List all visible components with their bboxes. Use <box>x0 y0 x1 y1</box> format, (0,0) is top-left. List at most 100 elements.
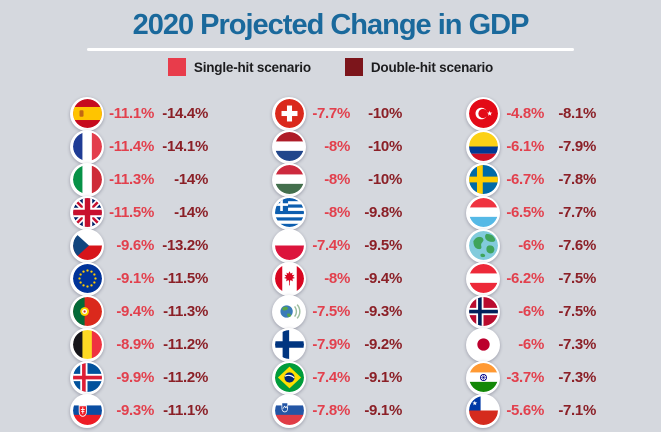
flag-netherlands-icon <box>272 129 306 164</box>
gdp-row-netherlands: -8% -10% <box>272 129 402 164</box>
flag-portugal-icon <box>70 294 104 329</box>
gdp-row-italy: -11.3% -14% <box>70 162 208 197</box>
double-hit-value: -9.8% <box>364 204 402 221</box>
flag-spain-icon <box>70 96 104 131</box>
flag-italy-icon <box>70 162 104 197</box>
gdp-row-sweden: -6.7% -7.8% <box>466 162 596 197</box>
single-hit-value: -9.9% <box>116 369 154 386</box>
double-hit-value: -13.2% <box>162 237 208 254</box>
gdp-row-india: -3.7% -7.3% <box>466 360 596 395</box>
legend: Single-hit scenario Double-hit scenario <box>0 58 661 76</box>
gdp-row-hungary: -8% -10% <box>272 162 402 197</box>
single-hit-value: -7.9% <box>312 336 350 353</box>
single-hit-value: -6% <box>518 237 544 254</box>
double-hit-value: -9.1% <box>364 402 402 419</box>
single-hit-value: -11.1% <box>109 105 154 122</box>
single-hit-value: -6.5% <box>506 204 544 221</box>
single-hit-value: -6% <box>518 303 544 320</box>
flag-poland-icon <box>272 228 306 263</box>
flag-norway-icon <box>466 294 500 329</box>
flag-france-icon <box>70 129 104 164</box>
gdp-row-finland: -7.9% -9.2% <box>272 327 402 362</box>
legend-item-single-hit: Single-hit scenario <box>167 58 311 76</box>
single-hit-value: -7.4% <box>312 237 350 254</box>
flag-luxembourg-icon <box>466 195 500 230</box>
gdp-row-oecd: -7.5% -9.3% <box>272 294 402 329</box>
double-hit-value: -10% <box>368 138 402 155</box>
double-hit-swatch <box>344 58 363 76</box>
double-hit-value: -7.3% <box>558 369 596 386</box>
gdp-row-colombia: -6.1% -7.9% <box>466 129 596 164</box>
double-hit-value: -11.2% <box>163 336 208 353</box>
single-hit-value: -6.1% <box>506 138 544 155</box>
double-hit-value: -7.7% <box>558 204 596 221</box>
double-hit-value: -7.9% <box>558 138 596 155</box>
gdp-row-chile: -5.6% -7.1% <box>466 393 596 428</box>
legend-label: Single-hit scenario <box>193 59 311 75</box>
single-hit-value: -6.7% <box>506 171 544 188</box>
double-hit-value: -7.6% <box>558 237 596 254</box>
single-hit-value: -7.5% <box>312 303 350 320</box>
flag-slovenia-icon <box>272 393 306 428</box>
gdp-row-austria: -6.2% -7.5% <box>466 261 596 296</box>
single-hit-value: -4.8% <box>506 105 544 122</box>
double-hit-value: -8.1% <box>558 105 596 122</box>
flag-greece-icon <box>272 195 306 230</box>
gdp-row-poland: -7.4% -9.5% <box>272 228 402 263</box>
gdp-row-belgium: -8.9% -11.2% <box>70 327 208 362</box>
gdp-row-luxembourg: -6.5% -7.7% <box>466 195 596 230</box>
gdp-row-switzerland: -7.7% -10% <box>272 96 402 131</box>
gdp-row-united-kingdom: -11.5% -14% <box>70 195 208 230</box>
flag-canada-icon <box>272 261 306 296</box>
double-hit-value: -9.1% <box>364 369 402 386</box>
flag-switzerland-icon <box>272 96 306 131</box>
single-hit-value: -9.4% <box>116 303 154 320</box>
gdp-row-world: -6% -7.6% <box>466 228 596 263</box>
page-title: 2020 Projected Change in GDP <box>132 9 530 41</box>
flag-chile-icon <box>466 393 500 428</box>
double-hit-value: -9.4% <box>364 270 402 287</box>
flag-uk-icon <box>70 195 104 230</box>
double-hit-value: -7.5% <box>558 270 596 287</box>
gdp-row-france: -11.4% -14.1% <box>70 129 208 164</box>
double-hit-value: -11.5% <box>163 270 208 287</box>
flag-finland-icon <box>272 327 306 362</box>
flag-iceland-icon <box>70 360 104 395</box>
gdp-row-greece: -8% -9.8% <box>272 195 402 230</box>
gdp-row-canada: -8% -9.4% <box>272 261 402 296</box>
double-hit-value: -11.2% <box>163 369 208 386</box>
single-hit-value: -6% <box>518 336 544 353</box>
double-hit-value: -10% <box>368 171 402 188</box>
double-hit-value: -14.4% <box>162 105 208 122</box>
oecd-logo-icon <box>272 294 306 329</box>
single-hit-value: -8.9% <box>116 336 154 353</box>
gdp-row-iceland: -9.9% -11.2% <box>70 360 208 395</box>
gdp-row-japan: -6% -7.3% <box>466 327 596 362</box>
single-hit-value: -9.1% <box>116 270 154 287</box>
double-hit-value: -9.2% <box>364 336 402 353</box>
flag-slovakia-icon <box>70 393 104 428</box>
title-divider <box>87 48 574 51</box>
flag-belgium-icon <box>70 327 104 362</box>
single-hit-value: -7.7% <box>312 105 350 122</box>
double-hit-value: -7.8% <box>558 171 596 188</box>
double-hit-value: -7.5% <box>558 303 596 320</box>
flag-turkey-icon <box>466 96 500 131</box>
gdp-row-brazil: -7.4% -9.1% <box>272 360 402 395</box>
globe-world-icon <box>466 228 500 263</box>
double-hit-value: -7.3% <box>558 336 596 353</box>
gdp-row-european-union: -9.1% -11.5% <box>70 261 208 296</box>
gdp-row-portugal: -9.4% -11.3% <box>70 294 208 329</box>
double-hit-value: -14% <box>174 171 208 188</box>
single-hit-value: -9.6% <box>116 237 154 254</box>
legend-item-double-hit: Double-hit scenario <box>344 58 493 76</box>
flag-india-icon <box>466 360 500 395</box>
flag-austria-icon <box>466 261 500 296</box>
flag-eu-icon <box>70 261 104 296</box>
double-hit-value: -7.1% <box>558 402 596 419</box>
single-hit-value: -8% <box>324 171 350 188</box>
double-hit-value: -11.1% <box>163 402 208 419</box>
double-hit-value: -9.5% <box>364 237 402 254</box>
single-hit-value: -8% <box>324 270 350 287</box>
